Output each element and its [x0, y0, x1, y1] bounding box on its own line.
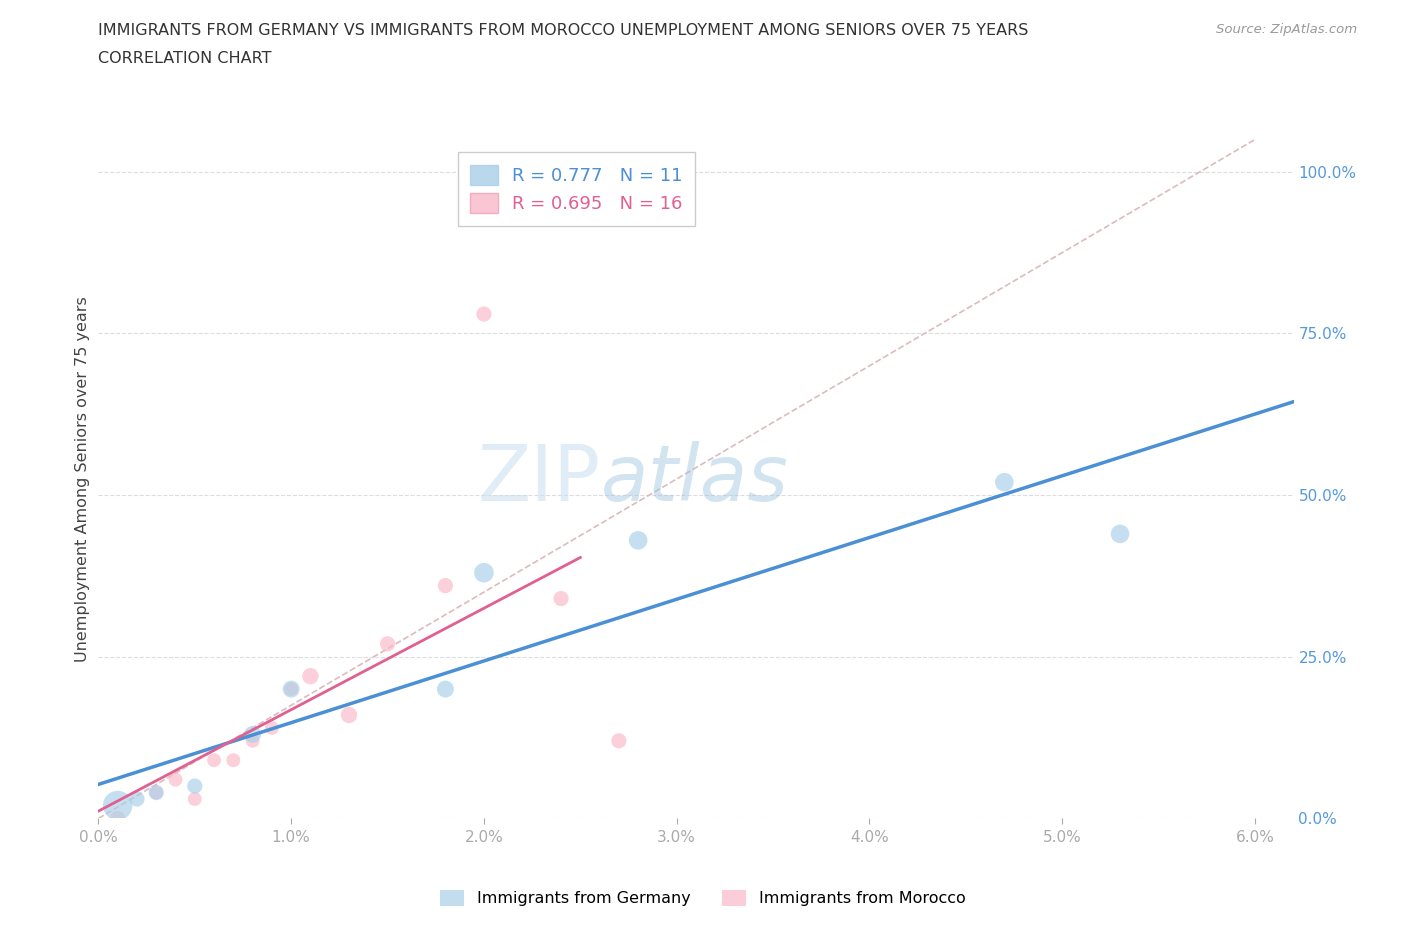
- Point: [125, 791, 148, 806]
- Point: [472, 307, 495, 322]
- Point: [627, 533, 650, 548]
- Legend: Immigrants from Germany, Immigrants from Morocco: Immigrants from Germany, Immigrants from…: [433, 884, 973, 912]
- Point: [260, 721, 283, 736]
- Point: [242, 734, 264, 749]
- Text: Source: ZipAtlas.com: Source: ZipAtlas.com: [1216, 23, 1357, 36]
- Point: [434, 682, 457, 697]
- Point: [107, 798, 129, 813]
- Point: [1109, 526, 1132, 541]
- Text: atlas: atlas: [600, 441, 789, 517]
- Point: [222, 752, 245, 767]
- Point: [280, 682, 302, 697]
- Point: [280, 682, 302, 697]
- Point: [184, 778, 207, 793]
- Point: [107, 811, 129, 826]
- Point: [145, 785, 167, 800]
- Point: [145, 785, 167, 800]
- Point: [184, 791, 207, 806]
- Text: IMMIGRANTS FROM GERMANY VS IMMIGRANTS FROM MOROCCO UNEMPLOYMENT AMONG SENIORS OV: IMMIGRANTS FROM GERMANY VS IMMIGRANTS FR…: [98, 23, 1029, 38]
- Point: [550, 591, 572, 606]
- Point: [377, 636, 399, 651]
- Point: [993, 474, 1015, 489]
- Point: [242, 727, 264, 742]
- Point: [472, 565, 495, 580]
- Point: [607, 734, 630, 749]
- Text: CORRELATION CHART: CORRELATION CHART: [98, 51, 271, 66]
- Point: [337, 708, 360, 723]
- Point: [202, 752, 225, 767]
- Point: [165, 772, 187, 787]
- Point: [299, 669, 322, 684]
- Y-axis label: Unemployment Among Seniors over 75 years: Unemployment Among Seniors over 75 years: [75, 296, 90, 662]
- Legend: R = 0.777   N = 11, R = 0.695   N = 16: R = 0.777 N = 11, R = 0.695 N = 16: [458, 152, 695, 226]
- Text: ZIP: ZIP: [478, 441, 600, 517]
- Point: [434, 578, 457, 593]
